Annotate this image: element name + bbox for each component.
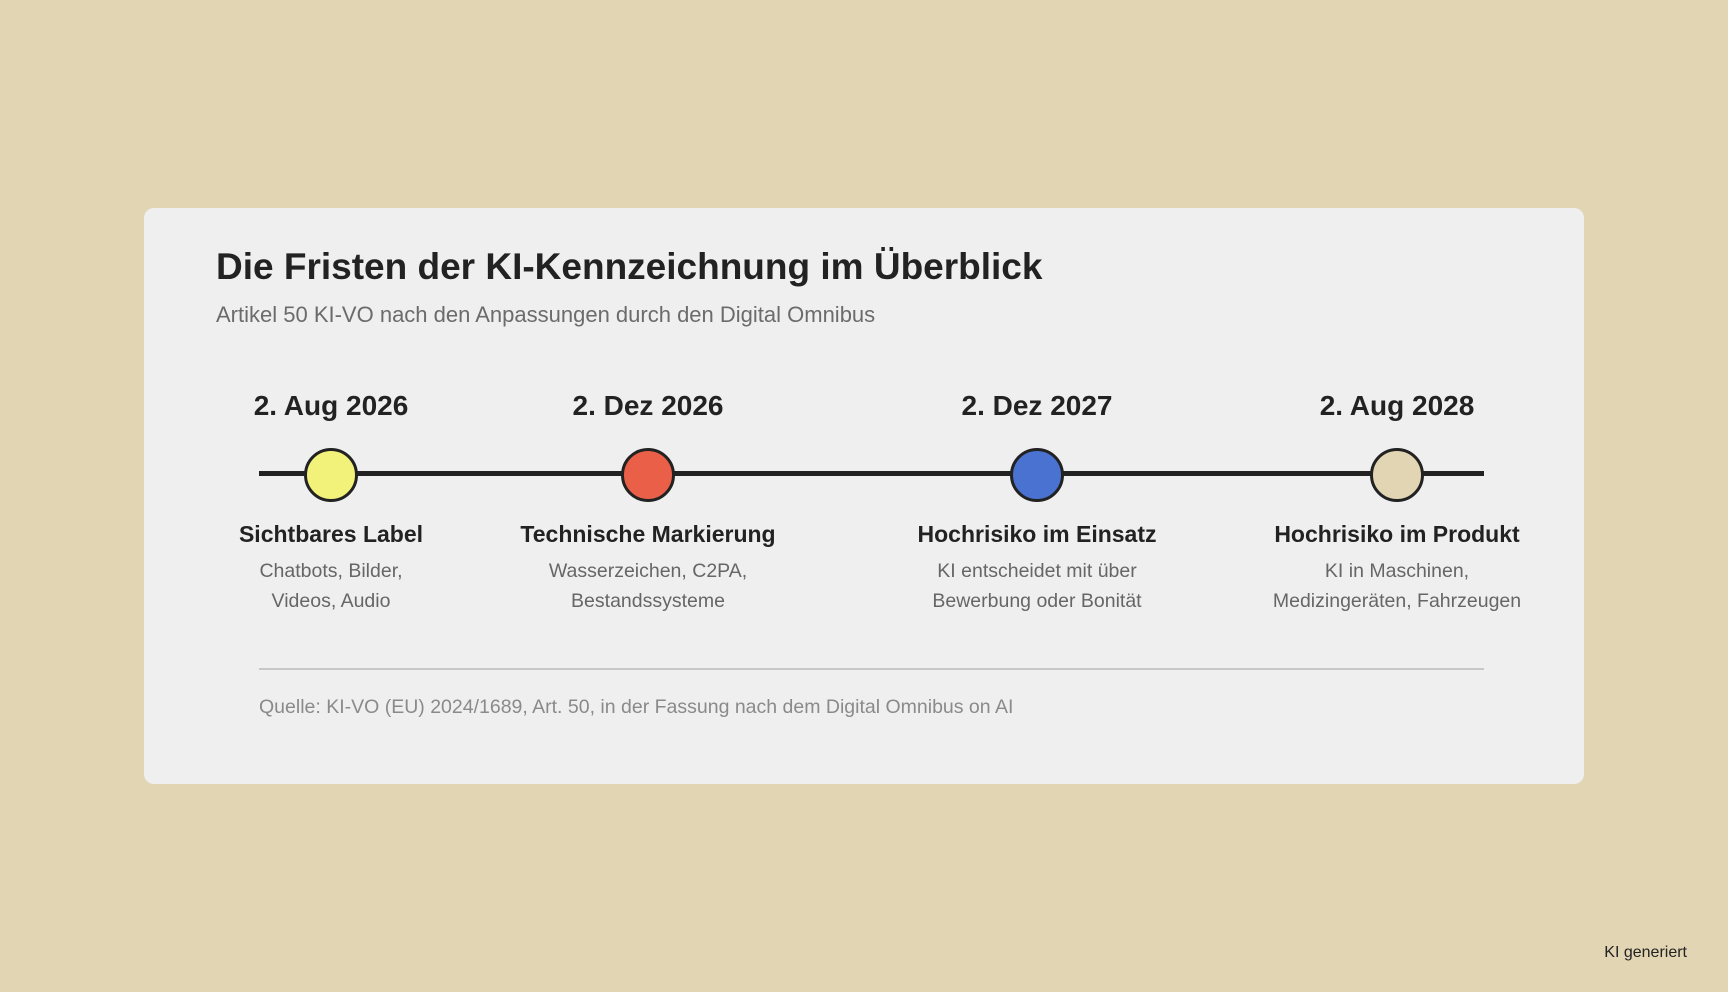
milestone-description-line: Wasserzeichen, C2PA,: [548, 560, 748, 582]
source-note: Quelle: KI-VO (EU) 2024/1689, Art. 50, i…: [259, 696, 1014, 718]
milestone-label: Technische Markierung: [520, 521, 776, 547]
page-title: Die Fristen der KI-Kennzeichnung im Über…: [216, 246, 1043, 287]
milestone-description: KI entscheidet mit über Bewerbung oder B…: [897, 556, 1177, 616]
milestone-label: Hochrisiko im Einsatz: [917, 521, 1157, 547]
page-subtitle: Artikel 50 KI-VO nach den Anpassungen du…: [216, 302, 876, 327]
milestone-description-line: Bewerbung oder Bonität: [932, 590, 1142, 612]
milestone-marker: [1010, 448, 1064, 502]
milestone-description: Wasserzeichen, C2PA, Bestandssysteme: [508, 556, 788, 616]
milestone-description-line: Chatbots, Bilder,: [259, 560, 403, 582]
milestone-description-line: KI in Maschinen,: [1324, 560, 1470, 582]
milestone-date: 2. Dez 2026: [572, 390, 724, 421]
milestone-label: Sichtbares Label: [238, 521, 424, 547]
timeline-axis: [259, 471, 1484, 476]
milestone-description-line: Videos, Audio: [271, 590, 391, 612]
milestone-marker: [621, 448, 675, 502]
milestone-description-line: KI entscheidet mit über: [937, 560, 1137, 582]
milestone-date: 2. Aug 2028: [1319, 390, 1475, 421]
milestone-description: KI in Maschinen, Medizingeräten, Fahrzeu…: [1257, 556, 1537, 616]
milestone-description: Chatbots, Bilder, Videos, Audio: [191, 556, 471, 616]
milestone-marker: [304, 448, 358, 502]
milestone-date: 2. Aug 2026: [253, 390, 409, 421]
milestone-label: Hochrisiko im Produkt: [1274, 521, 1520, 547]
milestone-description-line: Bestandssysteme: [571, 590, 725, 612]
milestone-date: 2. Dez 2027: [961, 390, 1113, 421]
milestone-description-line: Medizingeräten, Fahrzeugen: [1272, 590, 1522, 612]
timeline-card: Die Fristen der KI-Kennzeichnung im Über…: [144, 208, 1584, 784]
divider: [259, 668, 1484, 670]
milestone-marker: [1370, 448, 1424, 502]
ai-generated-badge: KI generiert: [1604, 944, 1687, 961]
